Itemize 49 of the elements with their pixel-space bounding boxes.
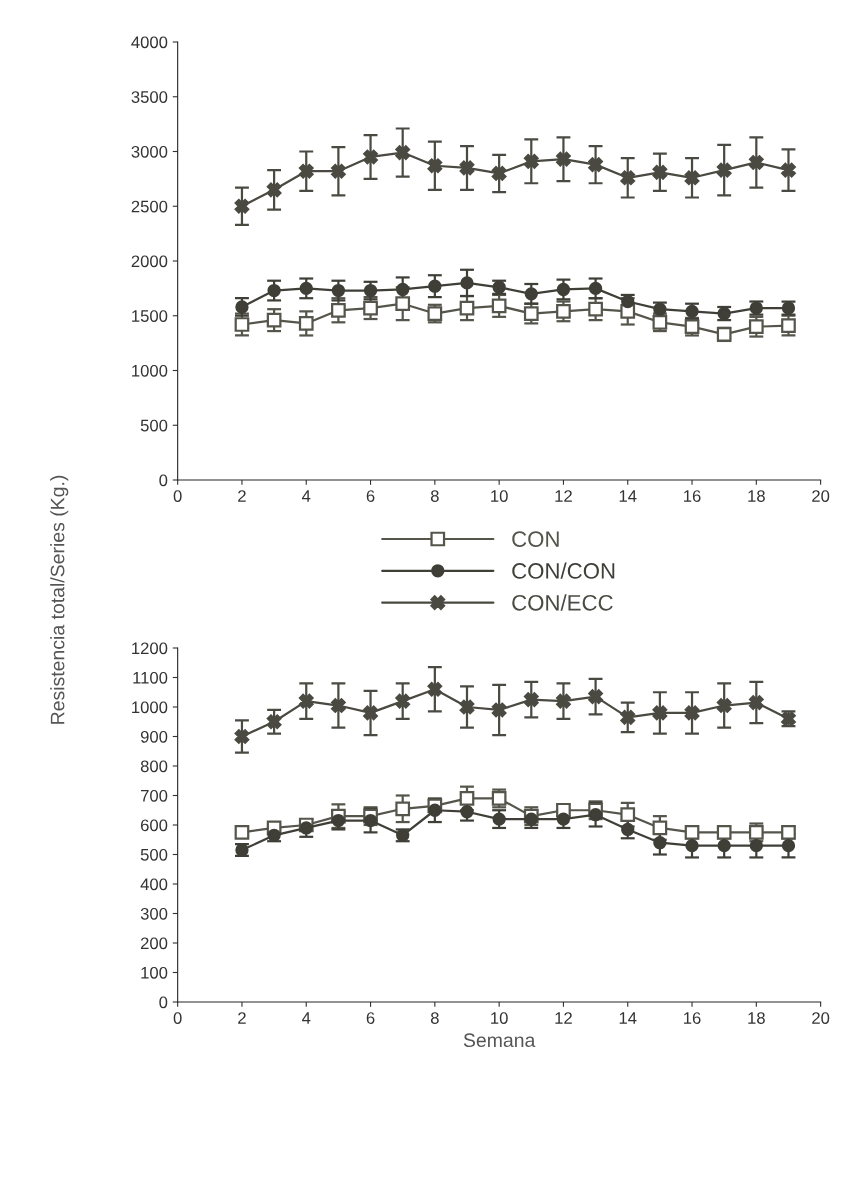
y-tick-label: 100 (141, 966, 168, 979)
x-tick-label: 8 (430, 1012, 439, 1024)
y-tick-label: 200 (140, 937, 168, 950)
y-tick-label: 0 (159, 474, 168, 487)
y-tick-label: 500 (140, 419, 168, 432)
y-tick-label: 800 (140, 760, 168, 773)
y-tick-label: 900 (140, 730, 168, 743)
x-tick-label: 8 (430, 490, 439, 502)
y-tick-label: 300 (140, 907, 168, 920)
y-tick-label: 1000 (132, 364, 168, 377)
y-tick-label: 1500 (132, 310, 168, 322)
x-tick-label: 16 (684, 490, 701, 502)
x-tick-label: 0 (173, 1012, 182, 1024)
y-tick-label: 1100 (133, 671, 168, 684)
y-tick-label: 600 (140, 819, 168, 832)
x-tick-label: 18 (748, 490, 765, 502)
x-tick-label: 10 (491, 490, 508, 502)
x-tick-label: 0 (173, 490, 182, 502)
y-tick-label: 400 (140, 878, 168, 891)
text: CON/ECC (512, 594, 613, 611)
x-axis-title: Semana (463, 1033, 536, 1048)
y-tick-label: 1000 (132, 701, 168, 714)
y-tick-label: 1200 (132, 642, 168, 655)
x-tick-label: 20 (812, 1012, 830, 1024)
x-tick-label: 18 (748, 1012, 765, 1024)
x-tick-label: 4 (302, 490, 311, 502)
x-tick-label: 4 (302, 1012, 311, 1024)
x-tick-label: 2 (238, 1012, 246, 1024)
text: CON (512, 531, 559, 547)
text: CON/CON (512, 562, 615, 579)
x-tick-label: 6 (366, 1012, 375, 1024)
x-tick-label: 10 (491, 1012, 508, 1024)
y-tick-label: 3000 (131, 145, 168, 158)
x-tick-label: 16 (684, 1012, 701, 1024)
y-axis-title: Resistencia total/Series (Kg.) (50, 475, 69, 724)
x-tick-label: 14 (619, 490, 637, 502)
x-tick-label: 12 (555, 490, 572, 502)
y-tick-label: 2500 (131, 200, 168, 213)
y-tick-label: 2000 (131, 255, 168, 268)
y-tick-label: 4000 (131, 36, 168, 49)
y-tick-label: 700 (140, 789, 168, 802)
y-tick-label: 0 (159, 996, 168, 1009)
y-tick-label: 3500 (131, 91, 168, 103)
x-tick-label: 6 (366, 490, 375, 502)
x-tick-label: 14 (619, 1012, 637, 1024)
x-tick-label: 12 (555, 1012, 572, 1024)
y-tick-label: 500 (140, 848, 168, 861)
x-tick-label: 2 (238, 490, 246, 502)
x-tick-label: 20 (812, 490, 830, 502)
